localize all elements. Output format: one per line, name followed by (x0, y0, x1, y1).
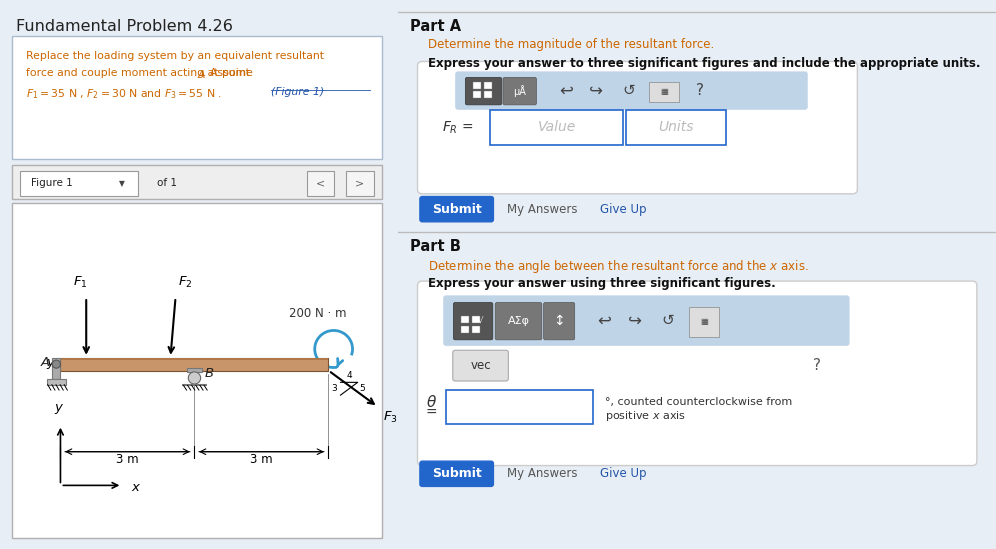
Text: ↩: ↩ (559, 82, 573, 99)
Bar (484, 91, 492, 98)
Text: ↺: ↺ (661, 313, 673, 328)
Text: Fundamental Problem 4.26: Fundamental Problem 4.26 (16, 19, 233, 34)
Text: ?: ? (696, 83, 704, 98)
FancyBboxPatch shape (417, 281, 977, 466)
FancyBboxPatch shape (420, 461, 493, 486)
FancyBboxPatch shape (689, 307, 719, 337)
Text: Express your answer using three significant figures.: Express your answer using three signific… (428, 277, 776, 290)
FancyBboxPatch shape (347, 171, 374, 196)
Text: vec: vec (470, 359, 491, 372)
Text: 3 m: 3 m (250, 453, 273, 467)
Bar (52, 358, 61, 379)
FancyBboxPatch shape (626, 110, 726, 145)
Text: (Figure 1): (Figure 1) (272, 87, 325, 97)
Text: ↕: ↕ (554, 314, 565, 328)
FancyBboxPatch shape (544, 302, 575, 340)
Text: $x$: $x$ (130, 480, 141, 494)
FancyBboxPatch shape (20, 171, 137, 196)
Text: $y$: $y$ (46, 357, 57, 371)
FancyBboxPatch shape (495, 302, 542, 340)
Text: 200 N · m: 200 N · m (289, 307, 347, 321)
Text: force and couple moment acting at point: force and couple moment acting at point (26, 68, 253, 78)
Text: μÅ: μÅ (513, 85, 526, 97)
Bar (61, 358, 329, 371)
Text: Value: Value (538, 120, 576, 135)
Text: 4: 4 (347, 371, 352, 380)
Text: $B$: $B$ (204, 367, 214, 380)
Text: ↪: ↪ (589, 82, 603, 99)
Bar (187, 368, 202, 372)
Text: $F_2$: $F_2$ (177, 274, 192, 290)
Text: $y$: $y$ (54, 402, 64, 416)
FancyBboxPatch shape (455, 71, 808, 110)
Text: <: < (316, 178, 326, 188)
Text: Figure 1: Figure 1 (32, 178, 74, 188)
Text: °, counted counterclockwise from: °, counted counterclockwise from (605, 397, 792, 407)
Text: positive $x$ axis: positive $x$ axis (605, 408, 685, 423)
Text: $F_1$: $F_1$ (73, 274, 88, 290)
Text: =: = (425, 406, 437, 420)
FancyBboxPatch shape (503, 77, 537, 105)
FancyBboxPatch shape (12, 165, 381, 199)
Text: 5: 5 (360, 384, 366, 393)
Circle shape (188, 372, 200, 384)
Bar (61, 358, 329, 360)
Text: Part B: Part B (410, 239, 461, 254)
FancyBboxPatch shape (445, 390, 594, 424)
Text: ↺: ↺ (622, 83, 634, 98)
FancyBboxPatch shape (648, 82, 678, 102)
Text: >: > (356, 178, 365, 188)
Bar (472, 316, 480, 323)
FancyBboxPatch shape (420, 197, 493, 222)
Circle shape (52, 360, 61, 368)
Text: Determine the angle between the resultant force and the $x$ axis.: Determine the angle between the resultan… (428, 258, 809, 275)
Bar (472, 326, 480, 333)
FancyBboxPatch shape (490, 110, 623, 145)
FancyBboxPatch shape (465, 77, 502, 105)
Text: Units: Units (658, 120, 694, 135)
Bar (182, 384, 206, 385)
Text: $\theta$: $\theta$ (425, 394, 437, 410)
Text: My Answers: My Answers (507, 467, 578, 480)
Text: ↩: ↩ (598, 312, 612, 329)
Text: ▦: ▦ (659, 87, 667, 96)
Bar (484, 82, 492, 89)
Text: 3 m: 3 m (117, 453, 138, 467)
Text: ?: ? (813, 358, 821, 373)
Text: ΑΣφ: ΑΣφ (508, 316, 530, 326)
Bar (473, 91, 481, 98)
Text: Part A: Part A (410, 19, 461, 34)
Text: Submit: Submit (432, 467, 481, 480)
Bar (461, 326, 469, 333)
FancyBboxPatch shape (453, 350, 508, 381)
Text: $A$: $A$ (40, 356, 51, 369)
Text: Determine the magnitude of the resultant force.: Determine the magnitude of the resultant… (428, 38, 714, 52)
Text: of 1: of 1 (157, 178, 177, 188)
Text: ▦: ▦ (700, 317, 708, 326)
FancyBboxPatch shape (12, 203, 381, 538)
Text: $F_R$ =: $F_R$ = (442, 119, 474, 136)
Text: Give Up: Give Up (601, 203, 646, 216)
Text: √: √ (478, 316, 483, 325)
Text: Give Up: Give Up (601, 467, 646, 480)
Text: Express your answer to three significant figures and include the appropriate uni: Express your answer to three significant… (428, 57, 981, 70)
FancyBboxPatch shape (417, 61, 858, 194)
FancyBboxPatch shape (443, 295, 850, 346)
Text: 3: 3 (332, 384, 337, 393)
FancyBboxPatch shape (12, 36, 381, 159)
Text: Submit: Submit (432, 203, 481, 216)
Bar (461, 316, 469, 323)
Bar (47, 379, 66, 385)
Text: Replace the loading system by an equivalent resultant: Replace the loading system by an equival… (26, 51, 324, 60)
Text: My Answers: My Answers (507, 203, 578, 216)
FancyBboxPatch shape (453, 302, 493, 340)
Bar (473, 82, 481, 89)
Text: ↪: ↪ (628, 312, 642, 329)
FancyBboxPatch shape (307, 171, 335, 196)
Text: ▼: ▼ (120, 179, 124, 188)
Text: $F_1 = 35$ N , $F_2 = 30$ N and $F_3 = 55$ N .: $F_1 = 35$ N , $F_2 = 30$ N and $F_3 = 5… (26, 87, 223, 100)
Text: $A$: $A$ (197, 68, 206, 80)
Text: $F_3$: $F_3$ (383, 410, 397, 425)
Text: . Assume: . Assume (202, 68, 253, 78)
